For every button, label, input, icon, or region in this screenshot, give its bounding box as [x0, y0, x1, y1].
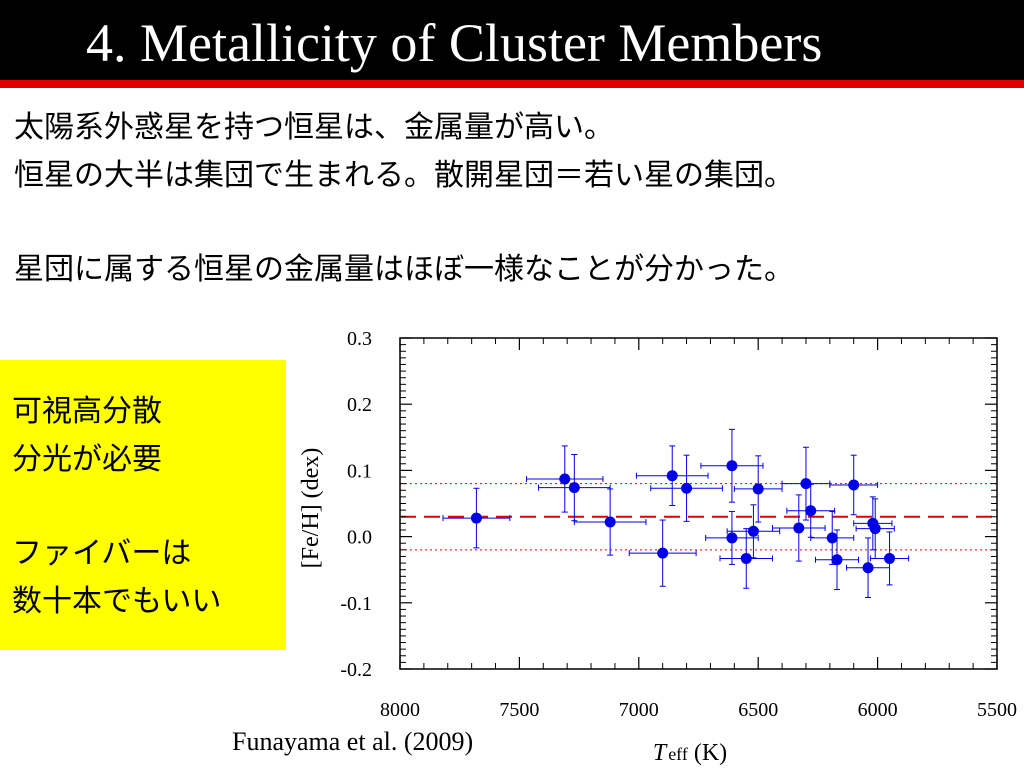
- point-marker: [681, 482, 693, 494]
- plot-frame: [399, 337, 998, 670]
- y-tick-label: 0.1: [347, 460, 372, 482]
- data-point-20: [853, 496, 893, 551]
- citation: Funayama et al. (2009): [232, 727, 474, 756]
- y-tick-label: 0.3: [347, 328, 372, 350]
- data-points: [442, 428, 910, 599]
- title-divider: [0, 80, 1024, 88]
- data-point-9: [705, 510, 759, 565]
- note-line-2: 分光が必要: [12, 442, 162, 477]
- note-line-3: ファイバーは: [12, 536, 192, 571]
- data-point-16: [829, 454, 879, 516]
- point-marker: [568, 482, 580, 494]
- point-marker: [726, 460, 738, 472]
- data-point-14: [781, 446, 831, 521]
- data-point-22: [869, 531, 910, 586]
- y-tick-label: -0.2: [340, 659, 372, 681]
- data-point-4: [573, 488, 647, 556]
- x-tick-label: 6000: [858, 699, 898, 721]
- x-axis-label-unit: (K): [694, 740, 727, 766]
- data-point-15: [786, 483, 836, 538]
- data-point-7: [650, 454, 723, 522]
- point-marker: [657, 547, 669, 559]
- x-tick-label: 7000: [619, 699, 659, 721]
- point-marker: [831, 554, 843, 566]
- body-line-2: 恒星の大半は集団で生まれる。散開星団＝若い星の集団。: [14, 158, 794, 193]
- data-point-19: [846, 537, 891, 599]
- reference-lines: [400, 483, 997, 551]
- point-marker: [848, 479, 860, 491]
- x-axis-label-main: T: [653, 740, 668, 766]
- note-line-4: 数十本でもいい: [12, 584, 222, 619]
- x-tick-label: 6500: [738, 699, 778, 721]
- y-tick-label: 0.0: [347, 527, 372, 549]
- title-bar: 4. Metallicity of Cluster Members: [0, 0, 1024, 80]
- point-marker: [740, 552, 752, 564]
- data-point-5: [628, 519, 697, 587]
- note-box: 可視高分散 分光が必要 ファイバーは 数十本でもいい: [0, 360, 286, 650]
- data-point-13: [772, 494, 826, 562]
- point-marker: [726, 532, 738, 544]
- point-marker: [559, 473, 571, 485]
- x-axis-label-sub: eff: [668, 744, 688, 764]
- data-point-17: [810, 510, 855, 565]
- point-marker: [752, 483, 764, 495]
- data-point-11: [726, 504, 781, 559]
- x-tick-label: 7500: [499, 699, 539, 721]
- data-point-6: [635, 445, 709, 506]
- data-point-8: [700, 428, 764, 503]
- x-tick-label: 5500: [977, 699, 1017, 721]
- data-point-1: [442, 487, 511, 549]
- point-marker: [869, 523, 881, 535]
- data-point-12: [733, 455, 783, 523]
- point-marker: [862, 562, 874, 574]
- x-tick-label: 8000: [380, 699, 420, 721]
- point-marker: [826, 532, 838, 544]
- point-marker: [666, 470, 678, 482]
- point-marker: [470, 512, 482, 524]
- y-tick-label: -0.1: [340, 593, 372, 615]
- body-line-1: 太陽系外惑星を持つ恒星は、金属量が高い。: [14, 110, 614, 145]
- y-tick-label: 0.2: [347, 394, 372, 416]
- data-point-18: [815, 529, 859, 591]
- y-axis-label: [Fe/H] (dex): [298, 448, 324, 569]
- point-marker: [604, 516, 616, 528]
- data-point-21: [855, 498, 895, 559]
- data-point-2: [526, 445, 604, 513]
- note-line-1: 可視高分散: [12, 394, 162, 429]
- plot-area: [399, 337, 998, 670]
- data-point-10: [719, 528, 774, 589]
- data-point-3: [538, 454, 611, 522]
- point-marker: [747, 525, 759, 537]
- slide-title: 4. Metallicity of Cluster Members: [86, 13, 823, 73]
- point-marker: [884, 552, 896, 564]
- point-marker: [805, 505, 817, 517]
- body-line-3: 星団に属する恒星の金属量はほぼ一様なことが分かった。: [14, 252, 794, 287]
- axis-ticks: 8000 7500 7000 6500 6000 5500 -0.2 -0.1 0.0 0.1 0.…: [340, 328, 1017, 721]
- point-marker: [800, 478, 812, 490]
- point-marker: [793, 522, 805, 534]
